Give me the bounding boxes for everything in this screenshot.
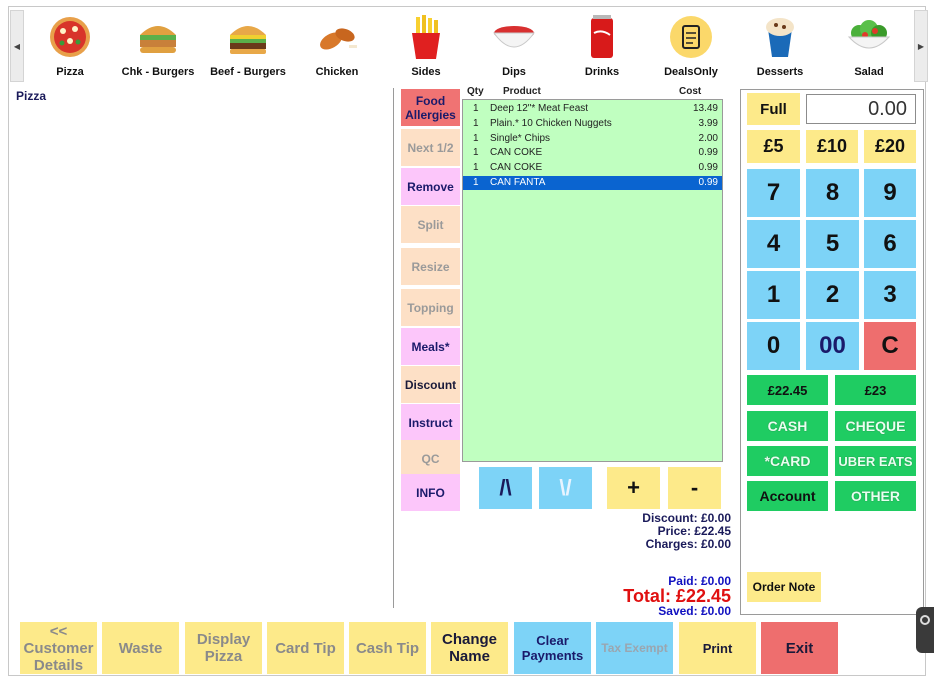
category-beef-burgers[interactable]: Beef - Burgers xyxy=(205,12,291,82)
key-7[interactable]: 7 xyxy=(747,169,800,217)
quick-amount-exact-button[interactable]: £22.45 xyxy=(747,375,828,405)
change-name-button[interactable]: Change Name xyxy=(431,622,508,674)
ice-cream-icon xyxy=(757,14,803,60)
order-row[interactable]: 1 Deep 12"* Meat Feast 13.49 xyxy=(473,103,718,114)
quick-amount-rounded-button[interactable]: £23 xyxy=(835,375,916,405)
side-tab-handle[interactable] xyxy=(916,607,934,653)
resize-button[interactable]: Resize xyxy=(401,248,460,285)
beef-burger-icon xyxy=(225,14,271,60)
move-down-button[interactable]: \/ xyxy=(539,467,592,509)
chicken-burger-icon xyxy=(135,14,181,60)
quantity-minus-button[interactable]: - xyxy=(668,467,721,509)
payment-keypad xyxy=(740,89,924,615)
fries-icon xyxy=(403,14,449,60)
column-header-qty: Qty xyxy=(467,86,484,97)
discount-total: Discount: £0.00 xyxy=(642,511,731,525)
clear-key[interactable]: C xyxy=(864,322,916,370)
card-payment-button[interactable]: *CARD xyxy=(747,446,828,476)
exit-button[interactable]: Exit xyxy=(761,622,838,674)
key-0[interactable]: 0 xyxy=(747,322,800,370)
key-8[interactable]: 8 xyxy=(806,169,859,217)
qc-button[interactable]: QC xyxy=(401,440,460,477)
account-payment-button[interactable]: Account xyxy=(747,481,828,511)
grand-total: Total: £22.45 xyxy=(623,586,731,606)
amount-field[interactable]: 0.00 xyxy=(806,94,916,124)
remove-button[interactable]: Remove xyxy=(401,168,460,205)
left-panel-title: Pizza xyxy=(16,89,47,103)
key-9[interactable]: 9 xyxy=(864,169,916,217)
ten-pound-button[interactable]: £10 xyxy=(806,130,858,163)
order-row[interactable]: 1 Plain.* 10 Chicken Nuggets 3.99 xyxy=(473,118,718,129)
category-dips[interactable]: Dips xyxy=(471,12,557,82)
order-row[interactable]: 1 Single* Chips 2.00 xyxy=(473,133,718,144)
column-header-product: Product xyxy=(503,86,541,97)
paid-total: Paid: £0.00 xyxy=(668,574,731,588)
category-sides[interactable]: Sides xyxy=(383,12,469,82)
cola-can-icon xyxy=(579,14,625,60)
category-pizza[interactable]: Pizza xyxy=(27,12,113,82)
next-half-button[interactable]: Next 1/2 xyxy=(401,129,460,166)
dip-bowl-icon xyxy=(491,14,537,60)
category-drinks[interactable]: Drinks xyxy=(559,12,645,82)
pizza-icon xyxy=(47,14,93,60)
split-button[interactable]: Split xyxy=(401,206,460,243)
uber-eats-payment-button[interactable]: UBER EATS xyxy=(835,446,916,476)
saved-total: Saved: £0.00 xyxy=(658,604,731,618)
category-chicken[interactable]: Chicken xyxy=(294,12,380,82)
salad-icon xyxy=(846,14,892,60)
meals-button[interactable]: Meals* xyxy=(401,328,460,365)
panel-divider xyxy=(393,88,394,608)
instruct-button[interactable]: Instruct xyxy=(401,404,460,441)
five-pound-button[interactable]: £5 xyxy=(747,130,800,163)
charges-total: Charges: £0.00 xyxy=(645,537,731,551)
food-allergies-button[interactable]: Food Allergies xyxy=(401,89,460,126)
column-header-cost: Cost xyxy=(679,86,702,97)
order-row[interactable]: 1 CAN COKE 0.99 xyxy=(473,162,718,173)
price-total: Price: £22.45 xyxy=(657,524,731,538)
order-row-selected[interactable]: 1 CAN FANTA 0.99 xyxy=(463,176,722,190)
category-dealsonly[interactable]: DealsOnly xyxy=(648,12,734,82)
print-button[interactable]: Print xyxy=(679,622,756,674)
full-payment-button[interactable]: Full xyxy=(747,93,800,125)
key-00[interactable]: 00 xyxy=(806,322,859,370)
key-5[interactable]: 5 xyxy=(806,220,859,268)
display-pizza-button[interactable]: Display Pizza xyxy=(185,622,262,674)
cash-tip-button[interactable]: Cash Tip xyxy=(349,622,426,674)
cash-payment-button[interactable]: CASH xyxy=(747,411,828,441)
card-tip-button[interactable]: Card Tip xyxy=(267,622,344,674)
order-note-button[interactable]: Order Note xyxy=(747,572,821,602)
category-chk-burgers[interactable]: Chk - Burgers xyxy=(115,12,201,82)
waste-button[interactable]: Waste xyxy=(102,622,179,674)
move-up-button[interactable]: /\ xyxy=(479,467,532,509)
key-6[interactable]: 6 xyxy=(864,220,916,268)
other-payment-button[interactable]: OTHER xyxy=(835,481,916,511)
discount-button[interactable]: Discount xyxy=(401,366,460,403)
clear-payments-button[interactable]: Clear Payments xyxy=(514,622,591,674)
deals-icon xyxy=(668,14,714,60)
scroll-right-button[interactable]: ▶ xyxy=(914,10,928,82)
topping-button[interactable]: Topping xyxy=(401,289,460,326)
scroll-left-button[interactable]: ◀ xyxy=(10,10,24,82)
quantity-plus-button[interactable]: + xyxy=(607,467,660,509)
circle-icon xyxy=(920,615,930,625)
order-list[interactable]: 1 Deep 12"* Meat Feast 13.49 1 Plain.* 1… xyxy=(462,99,723,462)
key-1[interactable]: 1 xyxy=(747,271,800,319)
category-desserts[interactable]: Desserts xyxy=(737,12,823,82)
tax-exempt-button[interactable]: Tax Exempt xyxy=(596,622,673,674)
info-button[interactable]: INFO xyxy=(401,474,460,511)
twenty-pound-button[interactable]: £20 xyxy=(864,130,916,163)
customer-details-button[interactable]: << Customer Details xyxy=(20,622,97,674)
key-2[interactable]: 2 xyxy=(806,271,859,319)
category-salad[interactable]: Salad xyxy=(826,12,912,82)
order-row[interactable]: 1 CAN COKE 0.99 xyxy=(473,147,718,158)
chicken-wings-icon xyxy=(314,14,360,60)
key-4[interactable]: 4 xyxy=(747,220,800,268)
cheque-payment-button[interactable]: CHEQUE xyxy=(835,411,916,441)
key-3[interactable]: 3 xyxy=(864,271,916,319)
